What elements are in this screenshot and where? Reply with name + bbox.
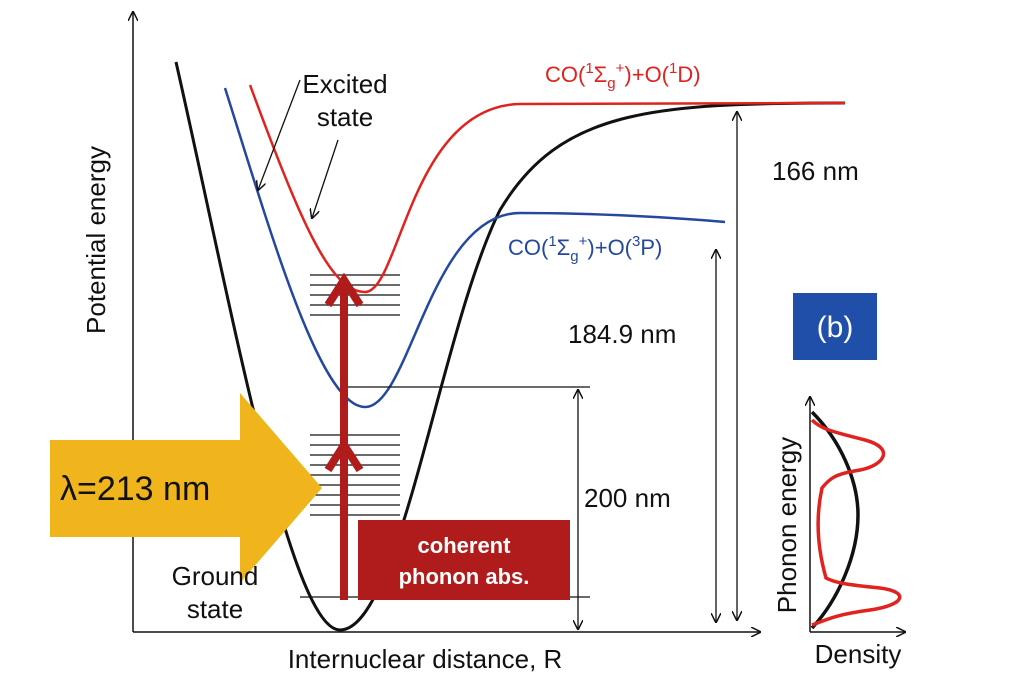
- ground-label: state: [187, 594, 243, 624]
- x-axis-label: Internuclear distance, R: [288, 644, 563, 674]
- y-axis-label: Potential energy: [81, 146, 111, 334]
- wavelength-label: 200 nm: [584, 483, 671, 513]
- excitation-label: λ=213 nm: [60, 470, 210, 508]
- energy-arrows: [258, 79, 737, 629]
- panel-badge: [793, 293, 877, 360]
- inset-axes: [810, 397, 905, 632]
- excitation-arrow: [50, 393, 322, 583]
- excited-label: Excited: [302, 69, 387, 99]
- phonon-box-text: phonon abs.: [399, 564, 530, 589]
- inset-black-curve: [810, 410, 860, 630]
- wavelength-label: 166 nm: [772, 156, 859, 186]
- wavelength-label: 184.9 nm: [568, 319, 676, 349]
- inset-red-curve: [810, 418, 902, 627]
- panel-label: (b): [817, 311, 854, 344]
- inset-x-label: Density: [815, 639, 902, 669]
- excited-label: state: [317, 102, 373, 132]
- blue-asymptote-label: CO(1Σg+)+O(3P): [508, 233, 662, 265]
- phonon-box: [358, 520, 570, 600]
- blue-curve: [223, 87, 726, 409]
- absorption-arrowhead: [324, 272, 364, 308]
- red-curve: [248, 84, 846, 294]
- vibrational-levels: [310, 274, 400, 516]
- ground-label: Ground: [172, 561, 259, 591]
- inset-y-label: Phonon energy: [772, 437, 802, 613]
- phonon-box-text: coherent: [418, 533, 512, 558]
- absorption-arrowhead: [324, 437, 364, 473]
- red-asymptote-label: CO(1Σg+)+O(1D): [545, 60, 701, 92]
